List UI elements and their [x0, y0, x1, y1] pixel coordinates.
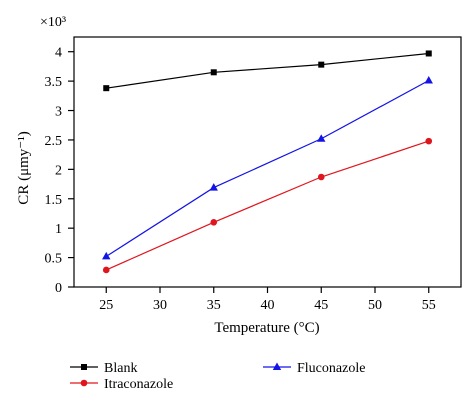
series-itraconazole: [102, 137, 433, 274]
legend-item-fluconazole: Fluconazole: [263, 361, 365, 376]
y-tick-label: 2.5: [45, 134, 63, 149]
x-tick-label: 35: [207, 298, 221, 313]
legend-label: Blank: [104, 361, 137, 376]
y-tick-label: 0.5: [45, 252, 63, 267]
data-point-itraconazole: [317, 173, 325, 181]
data-point-blank: [210, 69, 217, 76]
y-tick-label: 4: [55, 46, 62, 61]
x-axis-title: Temperature (°C): [214, 320, 319, 336]
data-point-blank: [318, 61, 325, 68]
data-point-itraconazole: [210, 218, 218, 226]
y-axis-multiplier: ×10³: [40, 15, 66, 30]
x-tick-label: 25: [99, 298, 113, 313]
legend-marker: [80, 379, 88, 387]
data-point-blank: [103, 85, 110, 92]
data-point-blank: [425, 50, 432, 57]
data-point-itraconazole: [425, 137, 433, 145]
x-tick-label: 45: [314, 298, 328, 313]
legend-item-itraconazole: Itraconazole: [70, 377, 173, 392]
legend-label: Itraconazole: [104, 377, 173, 392]
y-axis-title: CR (μmy⁻¹): [16, 131, 32, 204]
y-tick-label: 1.5: [45, 193, 63, 208]
x-tick-label: 30: [153, 298, 167, 313]
series-fluconazole: [102, 76, 433, 260]
y-tick-label: 2: [55, 163, 62, 178]
plot-frame: [73, 36, 462, 288]
legend-marker: [272, 362, 282, 370]
x-tick-label: 40: [261, 298, 275, 313]
data-point-fluconazole: [102, 251, 111, 260]
x-tick-label: 50: [368, 298, 382, 313]
data-point-fluconazole: [424, 76, 433, 84]
plot-area-border: [73, 36, 462, 288]
series-line-blank: [106, 52, 429, 89]
series-line-fluconazole: [105, 80, 430, 257]
x-axis: 25 30 35 40 45 50 55: [99, 287, 436, 313]
series-blank: [103, 50, 432, 92]
series-line-itraconazole: [106, 140, 429, 271]
y-tick-label: 3: [55, 105, 62, 120]
legend-marker: [81, 364, 87, 370]
y-tick-label: 0: [55, 281, 62, 296]
series-layer: [102, 50, 433, 274]
data-point-fluconazole: [209, 183, 218, 191]
data-point-itraconazole: [102, 266, 110, 274]
y-tick-label: 3.5: [45, 75, 63, 90]
data-point-fluconazole: [317, 134, 326, 142]
legend-item-blank: Blank: [70, 361, 137, 376]
y-tick-label: 1: [55, 222, 62, 237]
x-tick-label: 55: [422, 298, 436, 313]
legend-label: Fluconazole: [297, 361, 365, 376]
y-axis: 0 0.5 1 1.5 2 2.5 3 3.5 4: [45, 46, 74, 296]
